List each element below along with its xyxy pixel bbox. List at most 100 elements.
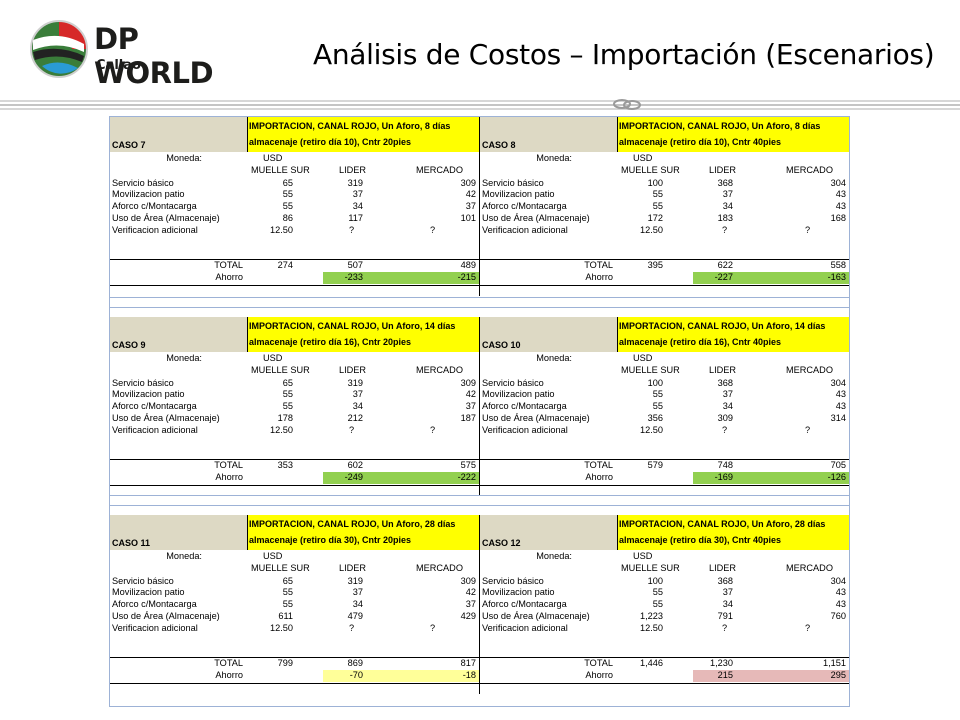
savings-highlight (693, 472, 849, 484)
row-label: Verificacion adicional (482, 424, 568, 435)
currency-row: Moneda: USD (110, 353, 479, 365)
cell-value: 42 (465, 189, 476, 200)
row-label: Verificacion adicional (112, 622, 198, 633)
cell-value: 314 (830, 412, 846, 423)
savings-highlight (323, 272, 479, 284)
column-header: LIDER (339, 562, 367, 573)
cell-value: 368 (717, 177, 733, 188)
total-value: 602 (347, 460, 363, 470)
table-row: Movilizacion patio 55 37 43 (480, 389, 849, 401)
total-label: TOTAL (214, 260, 243, 270)
cell-value: 319 (347, 177, 363, 188)
total-value: 395 (647, 260, 663, 270)
cell-value: 212 (347, 412, 363, 423)
cell-value: ? (430, 224, 436, 235)
savings-highlight (693, 272, 849, 284)
savings-label: Ahorro (215, 272, 243, 282)
table-row: Uso de Área (Almacenaje) 611 479 429 (110, 611, 479, 623)
cell-value: 34 (352, 599, 363, 610)
column-header-row: MUELLE SUR LIDER MERCADO (480, 365, 849, 377)
currency-label: Moneda: (536, 551, 572, 561)
savings-value: 295 (830, 670, 846, 680)
savings-value: -227 (714, 272, 733, 282)
column-divider (247, 317, 248, 352)
cell-value: ? (349, 224, 355, 235)
block-separator (110, 505, 849, 506)
row-label: Movilizacion patio (482, 389, 555, 400)
cell-value: 37 (722, 189, 733, 200)
savings-value: -249 (344, 472, 363, 482)
table-row: Uso de Área (Almacenaje) 1,223 791 760 (480, 611, 849, 623)
cell-value: 55 (652, 201, 663, 212)
column-header: MERCADO (786, 562, 833, 573)
total-label: TOTAL (214, 460, 243, 470)
case-description: IMPORTACION, CANAL ROJO, Un Aforo, 8 día… (247, 117, 479, 152)
cell-value: 319 (347, 377, 363, 388)
case-table: CASO 10 IMPORTACION, CANAL ROJO, Un Aforo… (480, 317, 849, 496)
cell-value: 12.50 (640, 224, 663, 235)
cell-value: 34 (722, 599, 733, 610)
cell-value: 791 (717, 610, 733, 621)
savings-row: Ahorro 215 295 (480, 670, 849, 682)
row-label: Movilizacion patio (482, 587, 555, 598)
total-value: 799 (277, 658, 293, 668)
cell-value: 12.50 (270, 622, 293, 633)
table-row: Aforco c/Montacarga 55 34 37 (110, 201, 479, 213)
table-row: Movilizacion patio 55 37 43 (480, 587, 849, 599)
row-label: Verificacion adicional (112, 224, 198, 235)
case-description: IMPORTACION, CANAL ROJO, Un Aforo, 8 día… (617, 117, 849, 152)
cell-value: 55 (652, 189, 663, 200)
column-header-row: MUELLE SUR LIDER MERCADO (110, 165, 479, 177)
column-divider (617, 117, 618, 152)
case-table: CASO 12 IMPORTACION, CANAL ROJO, Un Aforo… (480, 515, 849, 694)
total-value: 1,446 (640, 658, 663, 668)
column-header: MUELLE SUR (621, 562, 680, 573)
cell-value: 43 (835, 599, 846, 610)
table-row: Verificacion adicional 12.50?? (110, 225, 479, 237)
cell-value: 479 (347, 610, 363, 621)
currency-value: USD (263, 353, 283, 363)
cell-value: 309 (717, 412, 733, 423)
savings-value: -126 (827, 472, 846, 482)
cell-value: 12.50 (640, 622, 663, 633)
separator-line (480, 683, 849, 684)
cell-value: 37 (465, 201, 476, 212)
total-row: TOTAL 274 507 489 (110, 260, 479, 272)
row-label: Servicio básico (112, 575, 174, 586)
row-label: Aforco c/Montacarga (112, 201, 197, 212)
savings-highlight (693, 670, 849, 682)
case-table: CASO 7 IMPORTACION, CANAL ROJO, Un Aforo,… (110, 117, 480, 296)
cell-value: 429 (460, 610, 476, 621)
currency-label: Moneda: (166, 353, 202, 363)
row-label: Servicio básico (482, 177, 544, 188)
total-row: TOTAL 799 869 817 (110, 658, 479, 670)
cell-value: 34 (352, 401, 363, 412)
cell-value: 368 (717, 377, 733, 388)
currency-row: Moneda: USD (480, 551, 849, 563)
cell-value: 304 (830, 377, 846, 388)
table-row: Servicio básico 100 368 304 (480, 576, 849, 588)
cell-value: 37 (465, 599, 476, 610)
savings-value: -70 (349, 670, 363, 680)
cell-value: 55 (282, 389, 293, 400)
case-header: CASO 7 (110, 117, 247, 152)
case-description: IMPORTACION, CANAL ROJO, Un Aforo, 14 dí… (247, 317, 479, 352)
row-label: Uso de Área (Almacenaje) (112, 610, 220, 621)
savings-label: Ahorro (585, 472, 613, 482)
column-header: LIDER (709, 562, 737, 573)
table-row: Verificacion adicional 12.50?? (110, 623, 479, 635)
row-label: Movilizacion patio (482, 189, 555, 200)
total-label: TOTAL (584, 260, 613, 270)
row-label: Servicio básico (112, 377, 174, 388)
case-table: CASO 8 IMPORTACION, CANAL ROJO, Un Aforo,… (480, 117, 849, 296)
case-header: CASO 11 (110, 515, 247, 550)
total-row: TOTAL 1,446 1,230 1,151 (480, 658, 849, 670)
cell-value: 55 (652, 599, 663, 610)
separator-line (110, 683, 479, 684)
currency-row: Moneda: USD (110, 551, 479, 563)
cell-value: 304 (830, 575, 846, 586)
row-label: Verificacion adicional (482, 622, 568, 633)
cell-value: 319 (347, 575, 363, 586)
cell-value: 55 (282, 201, 293, 212)
block-separator (110, 307, 849, 308)
